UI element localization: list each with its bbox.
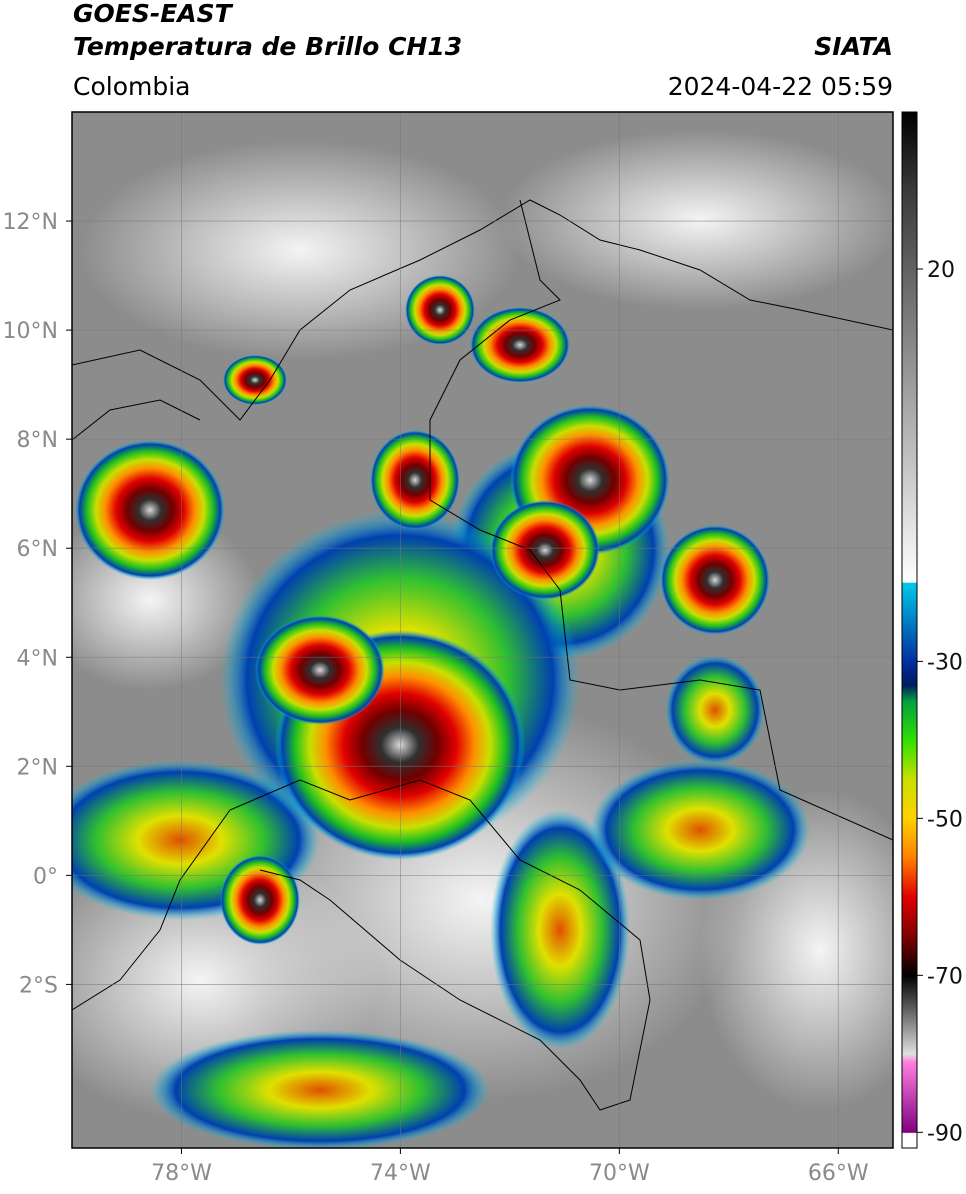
colorbar-label: -50 [927, 807, 963, 832]
timestamp: 2024-04-22 05:59 [668, 72, 893, 101]
colorbar-segment [902, 190, 917, 348]
colorbar-segment [902, 112, 917, 191]
colorbar-segment [902, 739, 917, 780]
subtitle: Temperatura de Brillo CH13 [73, 32, 462, 61]
colorbar-segment [902, 1061, 917, 1133]
colorbar-segment [902, 1014, 917, 1055]
source: SIATA [814, 32, 893, 61]
x-tick-label: 78°W [151, 1161, 212, 1186]
y-tick-label: 6°N [17, 537, 58, 562]
y-tick-label: 4°N [17, 646, 58, 671]
y-tick-label: 12°N [3, 210, 58, 235]
colorbar-segment [902, 936, 917, 976]
graticule [66, 112, 893, 1154]
colorbar-frame [901, 111, 918, 1149]
colorbar-label: 20 [927, 258, 955, 283]
colorbar-segment [902, 1132, 917, 1134]
borders [72, 199, 893, 1111]
colorbar-segment [902, 818, 917, 859]
colorbar-segment [902, 1133, 917, 1149]
y-tick-label: 2°N [17, 755, 58, 780]
colorbar-segment [902, 700, 917, 741]
colorbar-segment [902, 347, 917, 583]
y-tick-label: 0° [33, 864, 58, 889]
colorbar-segment [902, 779, 917, 819]
x-tick-label: 66°W [808, 1161, 869, 1186]
colorbar-segment [902, 661, 917, 686]
colorbar-segment [902, 857, 917, 898]
colorbar-segment [902, 582, 917, 584]
y-tick-label: 2°S [19, 973, 58, 998]
x-tick-label: 70°W [589, 1161, 650, 1186]
colorbar-segment [902, 975, 917, 1016]
satellite-image [72, 112, 893, 1148]
colorbar: 20 -30 -50 -70 -90 [901, 111, 963, 1149]
map-frame [71, 111, 894, 1149]
colorbar-segment [902, 582, 917, 662]
colorbar-segment [902, 1053, 917, 1063]
region: Colombia [73, 72, 190, 101]
x-tick-label: 74°W [370, 1161, 431, 1186]
colorbar-label: -70 [927, 964, 963, 989]
colorbar-label: -90 [927, 1121, 963, 1146]
colorbar-segment [902, 896, 917, 937]
colorbar-segment [902, 684, 917, 702]
y-tick-label: 10°N [3, 319, 58, 344]
title: GOES-EAST [73, 0, 234, 28]
colorbar-label: -30 [927, 650, 963, 675]
y-tick-label: 8°N [17, 428, 58, 453]
